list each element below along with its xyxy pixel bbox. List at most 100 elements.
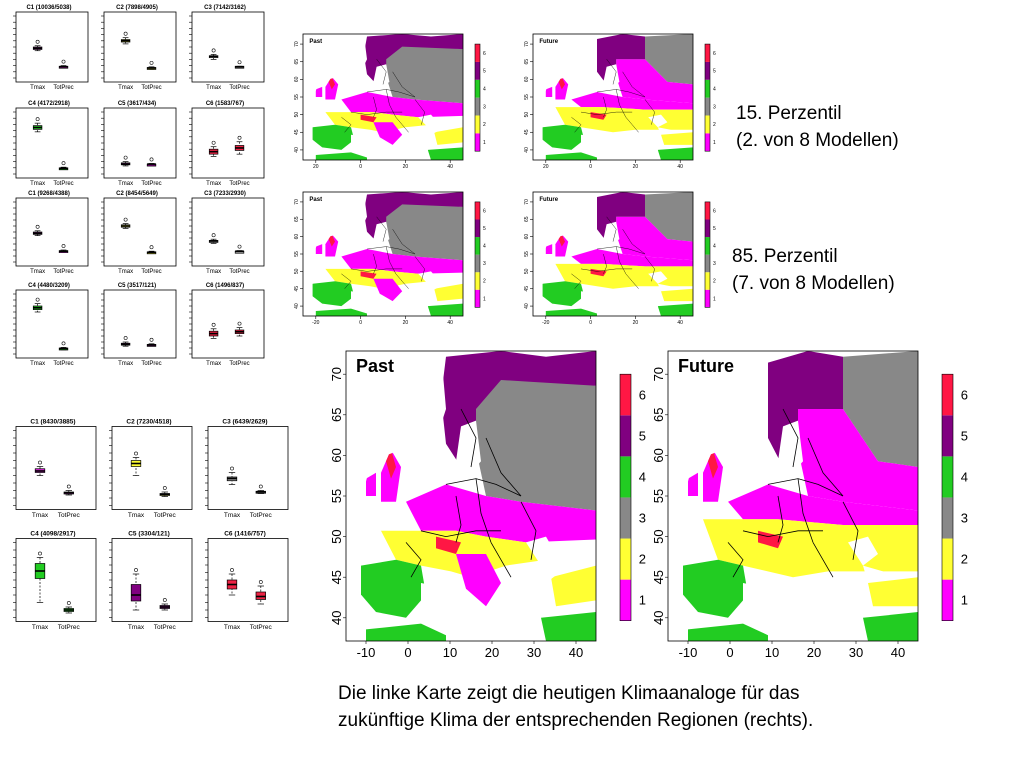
boxplot-xlabel: Tmax xyxy=(30,85,45,91)
boxplot-frame xyxy=(191,107,265,179)
map-ytick-label: 45 xyxy=(329,570,344,584)
legend-label: 4 xyxy=(483,244,486,250)
legend-label: 4 xyxy=(713,244,716,250)
map-panel: Past 1 2 3 4 5 6 xyxy=(302,191,486,317)
map-border-line xyxy=(445,478,522,497)
map-xtick-label: 20 xyxy=(807,645,821,660)
map-border-line xyxy=(797,478,814,543)
boxplot-outlier xyxy=(258,484,263,489)
map-xtick-label: 20 xyxy=(633,164,639,170)
boxplot-xlabel: Tmax xyxy=(128,624,145,631)
boxplot-outlier xyxy=(134,568,138,572)
map-climate-zone xyxy=(545,308,597,316)
map-climate-zone xyxy=(434,283,463,302)
boxplot-title: C5 (3517/121) xyxy=(118,283,156,289)
boxplot-outlier xyxy=(149,245,154,250)
map-border-line xyxy=(485,437,522,497)
map-border-line xyxy=(603,96,607,118)
legend-swatch xyxy=(475,289,480,308)
map-sea xyxy=(303,34,367,105)
map-climate-zone xyxy=(616,216,693,261)
map-border-line xyxy=(350,111,403,115)
map-border-line xyxy=(596,246,646,255)
map-climate-zone xyxy=(541,612,596,641)
map-climate-zone xyxy=(315,244,323,254)
legend-swatch xyxy=(475,201,480,220)
note-15-line2: (2. von 8 Modellen) xyxy=(736,130,899,151)
boxplot-panel: C6 (1416/757) Tmax TotPrec xyxy=(205,531,289,631)
map-climate-zone xyxy=(645,192,693,242)
legend-label: 1 xyxy=(483,296,486,302)
legend-swatch xyxy=(620,579,631,621)
map-axes: -10 0 10 20 30 40 40 45 50 55 60 65 70 xyxy=(651,367,905,660)
legend-frame xyxy=(941,373,954,622)
map-border-line xyxy=(373,96,377,118)
boxplot-xlabel: Tmax xyxy=(206,269,221,275)
map-border-line xyxy=(376,59,387,85)
legend-swatch xyxy=(705,219,710,238)
boxplot-panel: C6 (1496/837) Tmax TotPrec xyxy=(189,283,265,367)
map-axes: 20 0 20 40 40 45 50 55 60 65 70 xyxy=(294,41,453,170)
legend-swatch xyxy=(620,538,631,580)
boxplot-panel: C6 (1583/767) Tmax TotPrec xyxy=(189,101,265,187)
boxplot-frame xyxy=(103,107,177,179)
map-ytick-label: 70 xyxy=(329,367,344,381)
map-climate-zone xyxy=(315,152,367,160)
boxplot-xlabel: TotPrec xyxy=(154,624,177,631)
map-border-line xyxy=(395,117,409,133)
boxplot-title: C4 (4480/3209) xyxy=(28,283,70,289)
boxplot-outlier xyxy=(61,341,66,346)
map-border-line xyxy=(414,99,425,125)
map-ytick-label: 45 xyxy=(524,286,530,292)
map-climate-zone xyxy=(545,244,553,254)
map-climate-zone xyxy=(466,374,596,511)
boxplot-panel: C3 (6439/2629) Tmax TotPrec xyxy=(205,419,289,519)
boxplot-outlier xyxy=(61,244,66,248)
boxplot-outlier xyxy=(123,217,128,222)
boxplot-xlabel: TotPrec xyxy=(53,85,73,91)
legend-label: 3 xyxy=(483,104,486,110)
map-ytick-label: 40 xyxy=(524,303,530,309)
boxplot-frame xyxy=(191,289,265,359)
legend-label: 5 xyxy=(483,226,486,232)
legend-label: 2 xyxy=(961,552,968,567)
map-xtick-label: 40 xyxy=(891,645,905,660)
boxplot-outlier xyxy=(35,297,40,302)
boxplot-panel: C1 (8430/3885) Tmax TotPrec xyxy=(13,419,97,519)
map-xtick-label: 30 xyxy=(849,645,863,660)
legend-swatch xyxy=(705,272,710,290)
map-climate-zone xyxy=(798,409,918,511)
map-border-line xyxy=(341,117,352,133)
boxplot-xlabel: Tmax xyxy=(206,181,221,187)
map-xtick-label: 40 xyxy=(447,320,453,326)
map-ytick-label: 65 xyxy=(294,59,300,65)
map-xtick-label: 20 xyxy=(543,164,549,170)
legend-swatch xyxy=(705,97,710,116)
map-climate-zone xyxy=(312,124,355,150)
boxplot-title: C6 (1416/757) xyxy=(224,531,266,538)
legend-swatch xyxy=(942,374,953,416)
legend-label: 5 xyxy=(483,69,486,75)
map-climate-zone xyxy=(542,124,585,150)
boxplot-xlabel: Tmax xyxy=(118,181,133,187)
boxplot-title: C3 (7233/2930) xyxy=(204,191,246,197)
boxplot-outlier xyxy=(61,161,66,166)
map-climate-zone xyxy=(361,559,426,618)
boxplot-outlier xyxy=(237,244,242,249)
boxplot-outlier xyxy=(123,31,128,36)
boxplot-outlier xyxy=(123,336,128,340)
map-climate-zone xyxy=(645,34,693,85)
map-border-line xyxy=(782,408,799,468)
map-area xyxy=(303,34,463,160)
legend-swatch xyxy=(620,415,631,457)
boxplot-xlabel: TotPrec xyxy=(141,181,161,187)
map-sea xyxy=(657,127,671,135)
map-border-line xyxy=(616,89,626,118)
legend-swatch xyxy=(942,415,953,457)
map-climate-zone xyxy=(688,472,698,496)
boxplot-outlier xyxy=(66,484,71,489)
map-border-line xyxy=(777,495,784,543)
map-climate-zone xyxy=(758,530,783,549)
boxplot-xlabel: Tmax xyxy=(206,85,221,91)
